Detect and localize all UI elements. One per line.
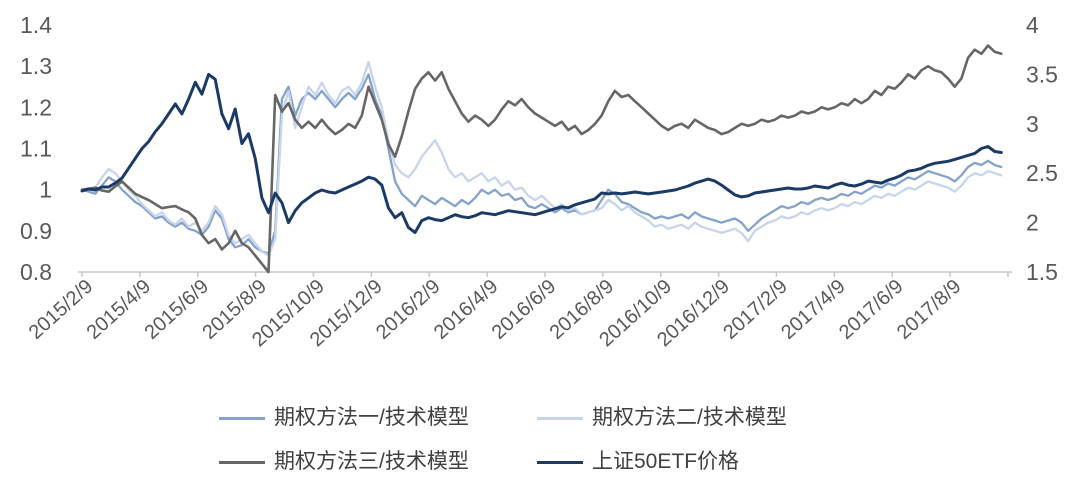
- y-left-tick-label: 1: [39, 177, 52, 203]
- legend-label-method2: 期权方法二/技术模型: [592, 406, 787, 429]
- y-left-tick-label: 1.1: [20, 136, 52, 162]
- x-tick-label: 2017/2/9: [719, 275, 792, 343]
- legend-label-method3: 期权方法三/技术模型: [274, 450, 469, 473]
- x-tick-label: 2017/6/9: [835, 275, 908, 343]
- x-tick-label: 2016/2/9: [372, 275, 445, 343]
- series-line-1: [80, 60, 1003, 257]
- legend-item-method2: 期权方法二/技术模型: [537, 403, 855, 433]
- y-right-tick-label: 3: [1026, 111, 1039, 137]
- y-right-tick-label: 3.5: [1026, 61, 1058, 87]
- legend: 期权方法一/技术模型 期权方法二/技术模型 期权方法三/技术模型 上证50ETF…: [219, 403, 855, 477]
- legend-label-method1: 期权方法一/技术模型: [274, 406, 469, 429]
- y-left-tick-label: 0.9: [20, 218, 52, 244]
- x-tick-label: 2015/6/9: [141, 275, 214, 343]
- chart-canvas: 2015/2/92015/4/92015/6/92015/8/92015/10/…: [20, 12, 1058, 351]
- x-tick-label: 2015/2/9: [25, 275, 98, 343]
- series-line-3: [80, 72, 1003, 234]
- legend-item-method3: 期权方法三/技术模型: [219, 447, 537, 477]
- x-tick-label: 2016/4/9: [430, 275, 503, 343]
- legend-item-method1: 期权方法一/技术模型: [219, 403, 537, 433]
- y-right-tick-label: 1.5: [1026, 259, 1058, 285]
- y-left-tick-label: 1.2: [20, 94, 52, 120]
- x-tick-label: 2015/4/9: [83, 275, 156, 343]
- legend-label-etf-price: 上证50ETF价格: [592, 450, 740, 473]
- line-chart: 2015/2/9 2015/4/9 2015/6/9 2015/8/9 2015/10/…: [20, 12, 1058, 351]
- y-left-tick-label: 0.8: [20, 259, 52, 285]
- legend-line-swatch-etf-price: [537, 460, 583, 464]
- y-right-tick-label: 4: [1026, 12, 1039, 38]
- legend-item-etf-price: 上证50ETF价格: [537, 447, 855, 477]
- series-line-2: [80, 44, 1003, 274]
- x-tick-label: 2017/8/9: [893, 275, 966, 343]
- y-left-tick-label: 1.3: [20, 53, 52, 79]
- y-right-tick-label: 2.5: [1026, 160, 1058, 186]
- y-left-tick-label: 1.4: [20, 12, 52, 38]
- legend-line-swatch-method3: [219, 460, 265, 464]
- series-line-0: [80, 73, 1003, 255]
- x-tick-label: 2016/6/9: [488, 275, 561, 343]
- legend-line-swatch-method1: [219, 416, 265, 420]
- x-tick-label: 2017/4/9: [777, 275, 850, 343]
- legend-line-swatch-method2: [537, 416, 583, 420]
- y-right-tick-label: 2: [1026, 210, 1039, 236]
